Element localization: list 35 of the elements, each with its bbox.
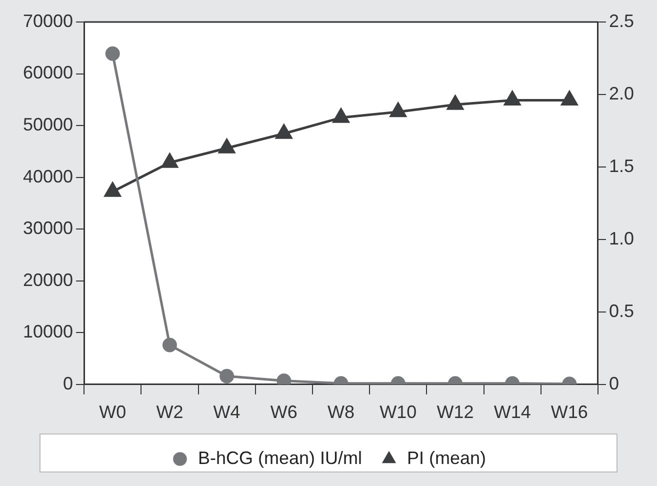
y2-tick-label: 0 [608, 373, 619, 394]
x-tick-label: W4 [213, 402, 240, 422]
x-tick-label: W10 [380, 402, 417, 422]
legend-label: PI (mean) [407, 448, 486, 468]
x-tick-label: W0 [99, 402, 126, 422]
x-tick-label: W8 [328, 402, 355, 422]
x-tick-label: W14 [494, 402, 531, 422]
point [162, 153, 178, 168]
y2-tick-label: 1.0 [608, 228, 634, 248]
point [332, 108, 350, 123]
y-tick-label: 60000 [22, 62, 74, 83]
y2-tick-label: 0.5 [608, 300, 634, 321]
y-tick-label: 10000 [22, 322, 74, 342]
y-tick-label: 20000 [22, 270, 74, 290]
point [276, 124, 292, 139]
point [390, 102, 406, 118]
point [504, 91, 520, 106]
x-tick-label: W16 [550, 402, 588, 422]
x-tick-label: W6 [270, 402, 298, 422]
legend-label: B-hCG (mean) IU/ml [198, 448, 362, 468]
y-tick-label: 0 [63, 373, 74, 394]
y2-tick-label: 1.5 [608, 156, 634, 176]
y-tick-label: 40000 [22, 166, 74, 186]
y2-tick-label: 2.5 [608, 10, 634, 31]
point [447, 95, 464, 110]
x-tick-label: W12 [436, 402, 474, 422]
y2-tick-label: 2.0 [608, 83, 634, 104]
point [104, 182, 121, 197]
x-tick-label: W2 [156, 402, 184, 422]
point [218, 138, 235, 154]
point [105, 46, 120, 61]
y-tick-label: 70000 [22, 10, 74, 31]
y-tick-label: 30000 [22, 218, 74, 238]
point [561, 91, 578, 106]
y-tick-label: 50000 [22, 114, 74, 135]
